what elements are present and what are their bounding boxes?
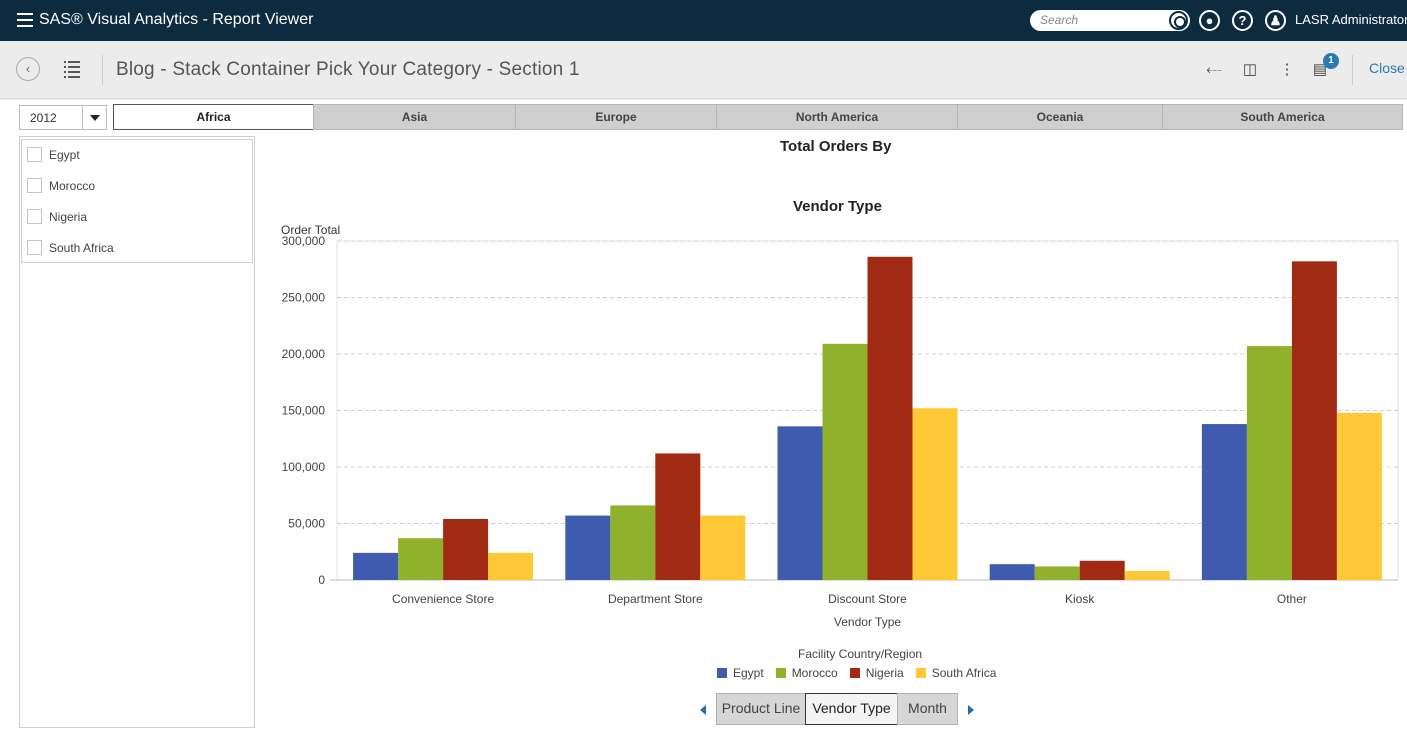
legend-swatch xyxy=(775,668,786,678)
divider xyxy=(102,55,103,85)
previous-level-icon[interactable] xyxy=(700,705,706,715)
panel-toggle-icon[interactable]: ◫ xyxy=(1242,61,1258,78)
hierarchy-level-month[interactable]: Month xyxy=(897,693,958,725)
legend-item[interactable]: Egypt xyxy=(717,666,764,680)
x-axis-label: Vendor Type xyxy=(834,615,901,629)
bar xyxy=(822,343,868,580)
tab-asia[interactable]: Asia xyxy=(313,104,516,130)
hamburger-menu-icon[interactable] xyxy=(17,13,33,27)
table-of-contents-icon[interactable] xyxy=(64,61,80,78)
legend-label: South Africa xyxy=(931,666,997,680)
bar xyxy=(1079,560,1125,580)
y-tick-label: 200,000 xyxy=(282,347,326,361)
tab-oceania[interactable]: Oceania xyxy=(957,104,1163,130)
app-title: SAS® Visual Analytics - Report Viewer xyxy=(39,11,314,28)
tab-south-america[interactable]: South America xyxy=(1162,104,1403,130)
bar xyxy=(989,564,1035,580)
year-value: 2012 xyxy=(30,111,57,125)
chart-subtitle: Vendor Type xyxy=(793,198,882,215)
bar xyxy=(1291,261,1337,580)
notifications-bell-icon[interactable]: ● xyxy=(1199,10,1220,31)
legend-item[interactable]: Nigeria xyxy=(849,666,904,680)
next-level-icon[interactable] xyxy=(968,705,974,715)
filter-icon[interactable]: ⤎ xyxy=(1206,61,1222,78)
tab-africa[interactable]: Africa xyxy=(113,104,314,130)
legend-label: Egypt xyxy=(733,666,764,680)
legend-label: Nigeria xyxy=(865,666,904,680)
app-header: SAS® Visual Analytics - Report Viewer Se… xyxy=(0,0,1407,41)
bar xyxy=(1034,566,1080,580)
year-dropdown[interactable]: 2012 xyxy=(19,105,107,130)
divider xyxy=(1352,55,1353,85)
checkbox[interactable] xyxy=(27,178,42,193)
legend-item[interactable]: South Africa xyxy=(915,666,997,680)
y-tick-label: 100,000 xyxy=(282,460,326,474)
bar xyxy=(565,515,611,580)
help-icon[interactable]: ? xyxy=(1232,10,1253,31)
x-tick-label: Other xyxy=(1277,592,1307,606)
hierarchy-level-vendor-type[interactable]: Vendor Type xyxy=(805,693,898,725)
user-avatar-icon[interactable]: ♟ xyxy=(1265,10,1286,31)
chart-legend: Egypt Morocco Nigeria South Africa xyxy=(717,666,1008,680)
bar xyxy=(610,505,656,580)
chevron-down-icon[interactable] xyxy=(82,106,106,129)
search-icon[interactable] xyxy=(1169,11,1188,30)
tab-north-america[interactable]: North America xyxy=(716,104,958,130)
x-tick-label: Convenience Store xyxy=(392,592,494,606)
search-box[interactable]: Search xyxy=(1030,10,1190,31)
report-title: Blog - Stack Container Pick Your Categor… xyxy=(116,59,580,80)
more-options-icon[interactable]: ⋮ xyxy=(1279,61,1295,78)
bar xyxy=(912,408,958,580)
bar xyxy=(1336,412,1382,580)
bar xyxy=(700,515,746,580)
legend-swatch xyxy=(849,668,860,678)
legend-title: Facility Country/Region xyxy=(798,647,923,661)
bar xyxy=(867,256,913,580)
country-label: Morocco xyxy=(49,179,96,193)
bar xyxy=(488,552,534,580)
chart-title: Total Orders By xyxy=(780,138,892,155)
y-tick-label: 250,000 xyxy=(282,291,326,305)
hierarchy-level-product-line[interactable]: Product Line xyxy=(716,693,806,725)
bar xyxy=(1124,570,1170,580)
y-axis-label: Order Total xyxy=(281,223,341,237)
report-canvas: 2012 Africa Asia Europe North America Oc… xyxy=(0,100,1407,731)
tab-europe[interactable]: Europe xyxy=(515,104,717,130)
country-label: Egypt xyxy=(49,148,80,162)
y-tick-label: 50,000 xyxy=(288,517,325,531)
search-input[interactable]: Search xyxy=(1040,13,1079,27)
y-tick-label: 0 xyxy=(318,573,325,587)
notification-badge: 1 xyxy=(1323,53,1339,69)
report-toolbar: ‹ Blog - Stack Container Pick Your Categ… xyxy=(0,41,1407,99)
close-button[interactable]: Close xyxy=(1369,60,1405,76)
checkbox[interactable] xyxy=(27,240,42,255)
filter-panel xyxy=(19,136,255,728)
x-tick-label: Kiosk xyxy=(1065,592,1095,606)
country-label: South Africa xyxy=(49,241,114,255)
bar xyxy=(1246,346,1292,580)
legend-swatch xyxy=(915,668,926,678)
bar xyxy=(1201,424,1247,580)
country-label: Nigeria xyxy=(49,210,88,224)
x-tick-label: Department Store xyxy=(608,592,703,606)
legend-item[interactable]: Morocco xyxy=(775,666,838,680)
back-button[interactable]: ‹ xyxy=(16,57,40,81)
bar xyxy=(353,552,399,580)
x-tick-label: Discount Store xyxy=(828,592,907,606)
bar xyxy=(777,426,823,580)
plot-frame xyxy=(336,240,1399,581)
legend-label: Morocco xyxy=(791,666,838,680)
bar xyxy=(398,538,444,580)
legend-swatch xyxy=(717,668,727,678)
checkbox[interactable] xyxy=(27,147,42,162)
checkbox[interactable] xyxy=(27,209,42,224)
country-checkbox-list: Egypt Morocco Nigeria South Africa xyxy=(21,139,253,263)
bar xyxy=(655,453,701,580)
y-tick-label: 150,000 xyxy=(282,404,326,418)
bar xyxy=(443,518,489,580)
user-name[interactable]: LASR Administrator xyxy=(1295,12,1407,27)
